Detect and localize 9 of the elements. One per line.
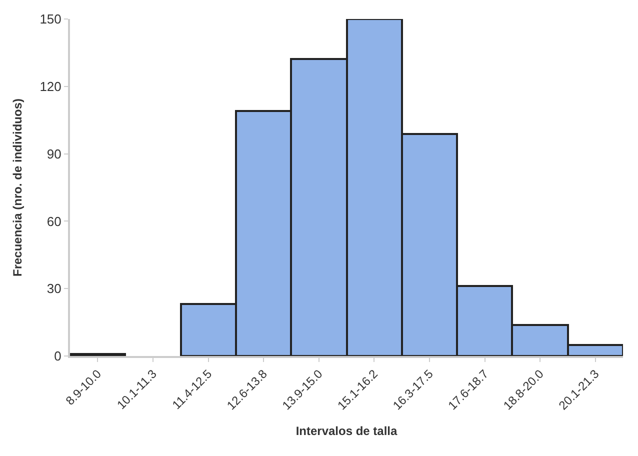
y-tick-label: 120 (40, 78, 62, 94)
y-tick-label: 60 (46, 214, 62, 229)
bar (70, 353, 126, 356)
y-tick-label: 150 (40, 12, 62, 27)
y-axis-title: Frecuencia (nro. de individuos) (10, 98, 24, 277)
y-tick-label: 0 (54, 348, 62, 364)
x-axis-title: Intervalos de talla (296, 424, 398, 438)
y-tick-label: 90 (46, 146, 62, 162)
y-tick-label: 30 (46, 281, 62, 296)
